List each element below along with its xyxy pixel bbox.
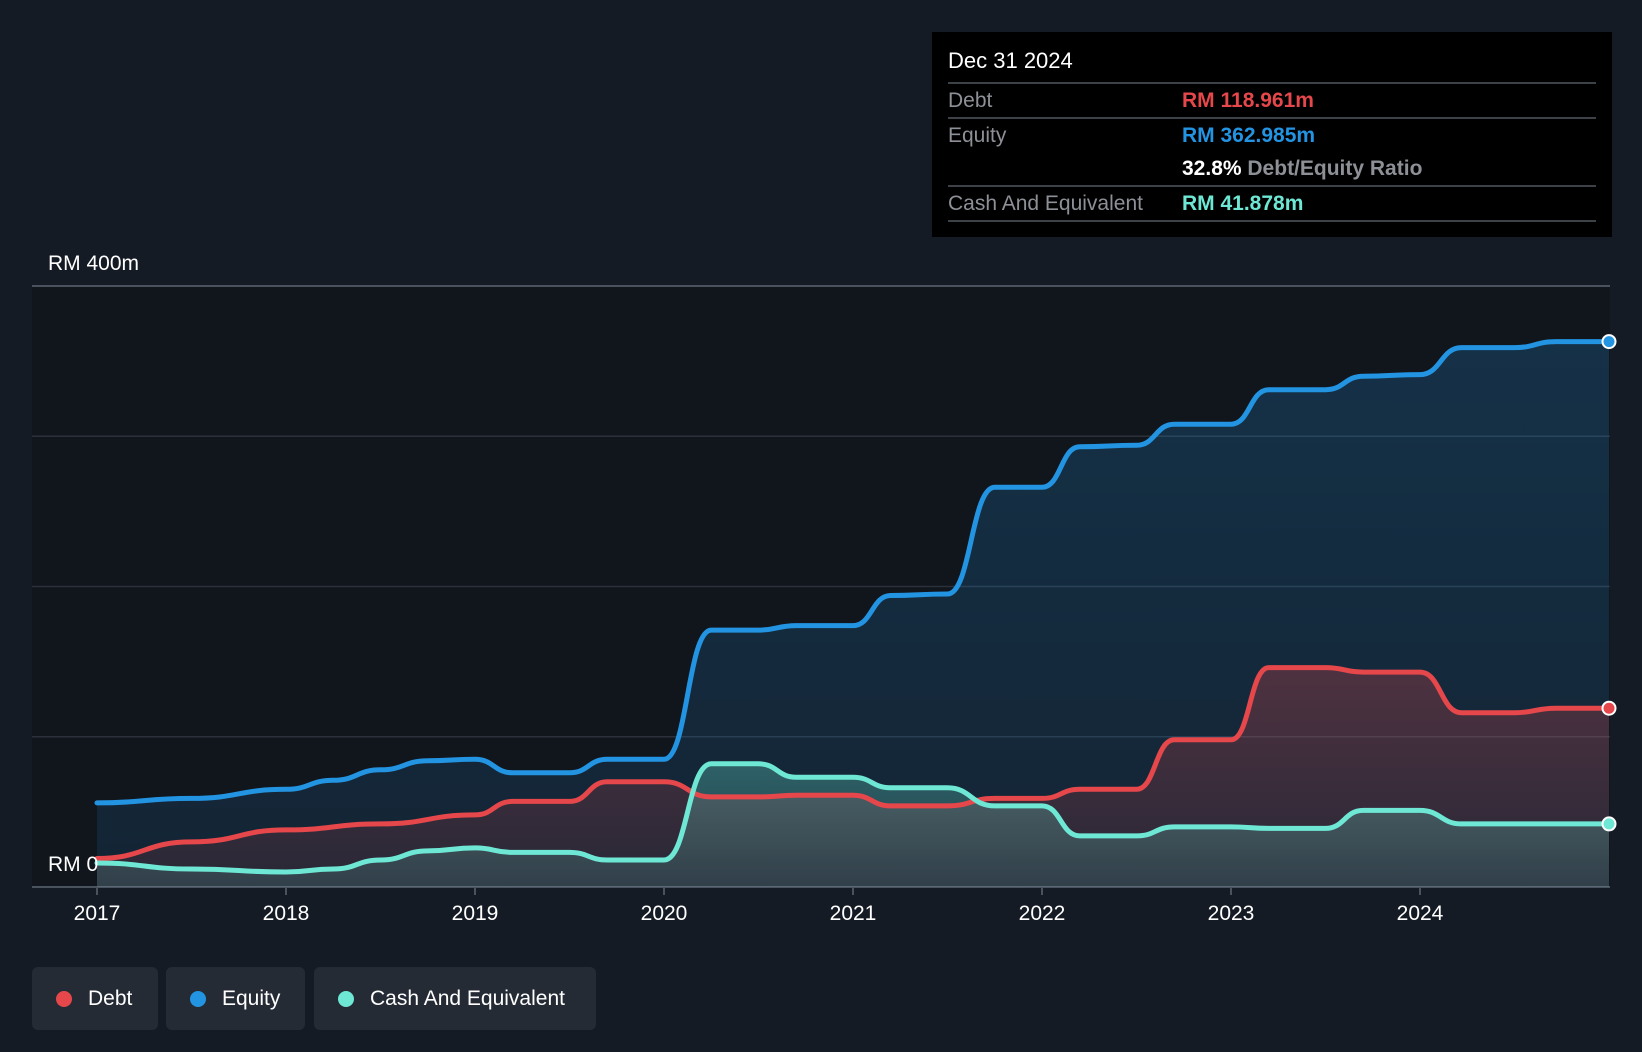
legend-item-debt[interactable]: Debt [32, 967, 158, 1030]
tooltip-panel: Dec 31 2024 Debt RM 118.961m Equity RM 3… [932, 32, 1612, 237]
tooltip-equity-value: RM 362.985m [1182, 124, 1316, 147]
legend-cash-label: Cash And Equivalent [370, 987, 565, 1010]
tooltip-equity-label: Equity [948, 124, 1007, 147]
debt-line [94, 665, 1612, 861]
x-tick-label: 2018 [263, 902, 310, 925]
tooltip-row-equity: Equity RM 362.985m [948, 119, 1596, 152]
x-tick-label: 2017 [74, 902, 121, 925]
tooltip-date: Dec 31 2024 [948, 32, 1596, 84]
legend-debt-label: Debt [88, 987, 133, 1010]
x-tick-label: 2020 [641, 902, 688, 925]
tooltip-debt-label: Debt [948, 89, 993, 112]
legend-equity-label: Equity [222, 987, 281, 1010]
y-tick-label: RM 0 [48, 853, 98, 876]
tooltip-ratio-label: Debt/Equity Ratio [1247, 157, 1423, 180]
series-areas [97, 341, 1609, 888]
equity-end-marker[interactable] [1601, 334, 1617, 350]
tooltip-row-debt: Debt RM 118.961m [948, 84, 1596, 119]
x-tick-label: 2024 [1397, 902, 1444, 925]
tooltip-cash-label: Cash And Equivalent [948, 192, 1143, 215]
legend-item-cash[interactable]: Cash And Equivalent [314, 967, 596, 1030]
cash-dot-icon [338, 991, 354, 1007]
x-tick-label: 2019 [452, 902, 499, 925]
end-markers [1601, 334, 1617, 832]
tooltip-ratio: 32.8% Debt/Equity Ratio [1182, 152, 1422, 185]
cash-and-equivalent-line [94, 761, 1612, 875]
series-lines [94, 339, 1612, 875]
tooltip-debt-value: RM 118.961m [1182, 89, 1314, 112]
y-tick-label: RM 400m [48, 252, 139, 275]
tooltip-row-cash: Cash And Equivalent RM 41.878m [948, 187, 1596, 222]
legend-item-equity[interactable]: Equity [166, 967, 305, 1030]
debt-dot-icon [56, 991, 72, 1007]
cash-and-equivalent-end-marker[interactable] [1601, 816, 1617, 832]
axis-labels: RM 400m RM 0 2017 2018 2019 2020 2021 2022 2023 2… [48, 252, 1444, 925]
x-tick-label: 2022 [1019, 902, 1066, 925]
equity-line [94, 339, 1612, 806]
x-tick-label: 2023 [1208, 902, 1255, 925]
x-tick-label: 2021 [830, 902, 877, 925]
equity-dot-icon [190, 991, 206, 1007]
tooltip-row-ratio: 32.8% Debt/Equity Ratio [948, 152, 1596, 187]
tooltip-cash-value: RM 41.878m [1182, 192, 1304, 215]
cash-and-equivalent-area [97, 763, 1609, 887]
tooltip-ratio-pct: 32.8% [1182, 157, 1242, 180]
debt-end-marker[interactable] [1601, 700, 1617, 716]
